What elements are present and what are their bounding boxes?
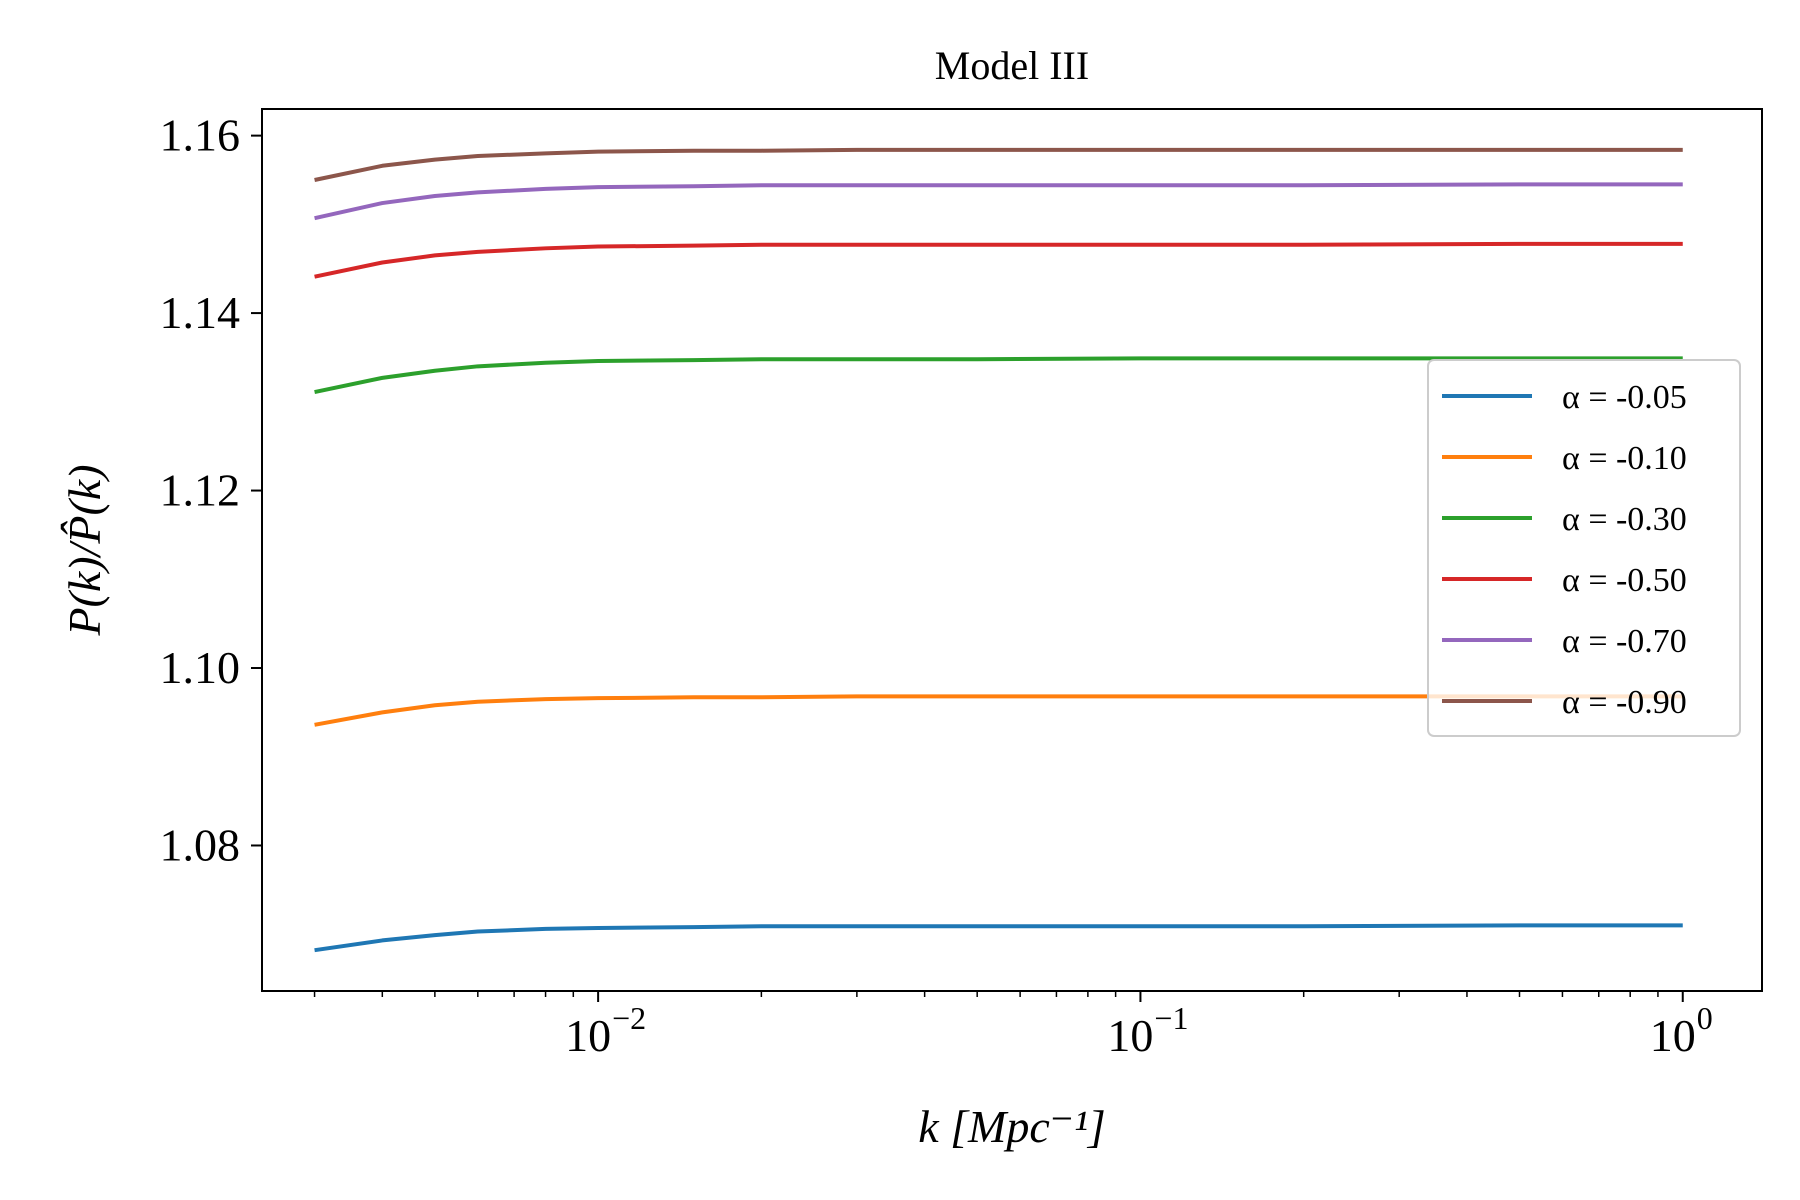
- series-line-1: [314, 694, 1683, 727]
- x-tick-exponent-2: 0: [1697, 1000, 1713, 1036]
- x-axis-ticks: 10 −2 10 −1 10 0: [313, 991, 1713, 1061]
- y-tick-label-3: 1.14: [160, 287, 241, 338]
- legend-label-4: α = -0.70: [1562, 623, 1687, 660]
- x-tick-exponent-1: −1: [1154, 1000, 1188, 1036]
- x-tick-exponent-0: −2: [612, 1000, 646, 1036]
- y-tick-label-1: 1.10: [160, 642, 241, 693]
- y-axis-label: P(k)/P̂(k): [59, 464, 110, 636]
- series-line-2: [314, 356, 1683, 395]
- x-axis-label: k [Mpc⁻¹]: [918, 1101, 1106, 1152]
- legend-label-0: α = -0.05: [1562, 379, 1687, 416]
- x-tick-label-1: 10: [1107, 1010, 1153, 1061]
- legend-label-3: α = -0.50: [1562, 562, 1687, 599]
- legend-label-1: α = -0.10: [1562, 440, 1687, 477]
- x-tick-label-2: 10: [1650, 1010, 1696, 1061]
- y-tick-label-2: 1.12: [160, 465, 241, 516]
- legend-label-2: α = -0.30: [1562, 501, 1687, 538]
- series-line-3: [314, 241, 1683, 279]
- plot-lines: [314, 147, 1683, 953]
- x-tick-label-0: 10: [565, 1010, 611, 1061]
- series-line-5: [314, 147, 1683, 182]
- legend-box: [1427, 359, 1741, 737]
- legend: α = -0.05 α = -0.10 α = -0.30 α = -0.50 α = …: [1427, 359, 1741, 737]
- y-tick-label-4: 1.16: [160, 110, 241, 161]
- series-line-4: [314, 182, 1683, 221]
- y-tick-label-0: 1.08: [160, 819, 241, 870]
- legend-label-5: α = -0.90: [1562, 684, 1687, 721]
- series-line-0: [314, 923, 1683, 953]
- plot-frame: [261, 108, 1763, 992]
- chart-title: Model III: [935, 43, 1089, 88]
- y-axis-ticks: 1.08 1.10 1.12 1.14 1.16: [160, 110, 262, 870]
